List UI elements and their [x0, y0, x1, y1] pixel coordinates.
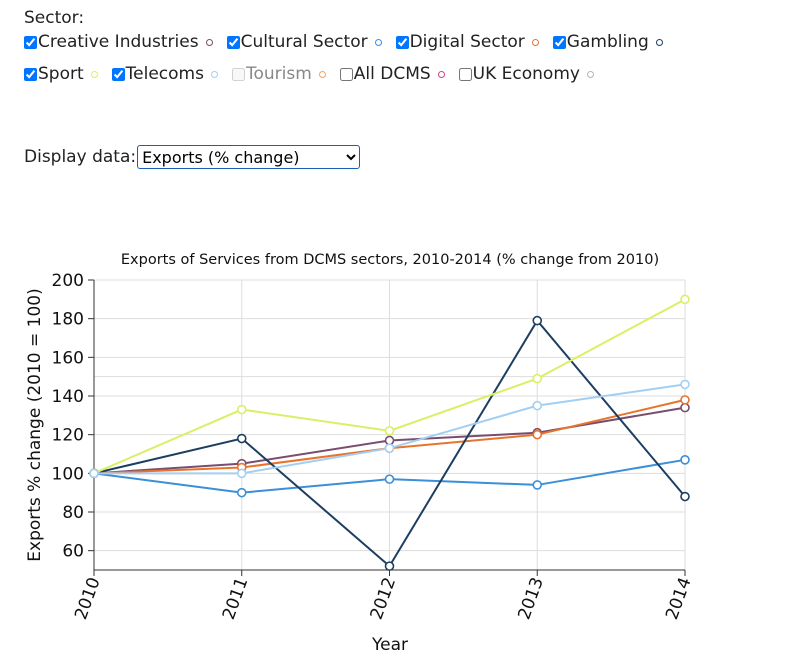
checkbox-tourism[interactable]: [231, 67, 245, 81]
x-tick-label: 2014: [662, 575, 696, 622]
exports-line-chart: Exports of Services from DCMS sectors, 2…: [25, 252, 696, 655]
data-point-cultural-sector[interactable]: [384, 474, 395, 484]
y-tick-label: 60: [62, 542, 84, 562]
chart-title: Exports of Services from DCMS sectors, 2…: [121, 252, 659, 268]
legend-marker-icon: [531, 38, 539, 46]
data-point-gambling[interactable]: [532, 315, 543, 326]
data-point-digital-sector[interactable]: [680, 395, 690, 405]
y-axis-title: Exports % change (2010 = 100): [25, 288, 45, 561]
y-tick-label: 100: [52, 464, 84, 484]
display-data-select[interactable]: Exports (% change): [137, 145, 361, 169]
data-point-gambling[interactable]: [680, 491, 690, 502]
data-point-telecoms[interactable]: [532, 400, 543, 411]
sector-checkbox-telecoms[interactable]: Telecoms: [111, 64, 218, 84]
checkbox-label-all-dcms: All DCMS: [353, 64, 431, 84]
y-tick-label: 160: [52, 348, 84, 368]
checkbox-telecoms[interactable]: [111, 67, 125, 81]
data-point-digital-sector[interactable]: [532, 429, 543, 440]
data-point-gambling[interactable]: [384, 561, 395, 571]
legend-marker-icon: [437, 70, 445, 78]
checkbox-label-uk-economy: UK Economy: [472, 64, 580, 84]
x-tick-label: 2011: [219, 575, 253, 622]
display-data-label: Display data:: [24, 147, 137, 167]
x-axis-title: Year: [371, 635, 408, 655]
legend-marker-icon: [586, 70, 594, 78]
data-point-gambling[interactable]: [236, 433, 247, 444]
checkbox-all-dcms[interactable]: [339, 67, 353, 81]
checkbox-sport[interactable]: [24, 67, 37, 81]
chart-series: [89, 294, 690, 571]
x-tick-label: 2010: [71, 575, 105, 622]
sector-checkbox-tourism[interactable]: Tourism: [231, 64, 326, 84]
checkbox-label-gambling: Gambling: [566, 32, 649, 52]
checkbox-digital-sector[interactable]: [395, 35, 409, 49]
sector-checkbox-sport[interactable]: Sport: [24, 64, 98, 84]
data-point-sport[interactable]: [236, 404, 247, 415]
data-point-sport[interactable]: [532, 373, 543, 384]
checkbox-gambling[interactable]: [552, 35, 566, 49]
data-point-cultural-sector[interactable]: [680, 455, 690, 465]
sector-checkbox-digital-sector[interactable]: Digital Sector: [395, 32, 539, 52]
y-tick-label: 180: [52, 310, 84, 330]
legend-marker-icon: [90, 70, 98, 78]
chart-grid: [93, 279, 686, 570]
checkbox-uk-economy[interactable]: [458, 67, 472, 81]
legend-marker-icon: [374, 38, 382, 46]
x-tick-label: 2013: [514, 575, 548, 622]
data-point-telecoms[interactable]: [89, 468, 99, 479]
sector-checkbox-uk-economy[interactable]: UK Economy: [458, 64, 594, 84]
data-point-cultural-sector[interactable]: [236, 487, 247, 498]
data-point-cultural-sector[interactable]: [532, 480, 543, 490]
data-point-sport[interactable]: [384, 426, 395, 436]
checkbox-label-creative-industries: Creative Industries: [38, 32, 199, 52]
legend-marker-icon: [210, 70, 218, 78]
legend-marker-icon: [655, 38, 663, 46]
legend-marker-icon: [205, 38, 213, 46]
display-data-row: Display data: Exports (% change): [24, 145, 361, 169]
series-telecoms: [89, 379, 690, 479]
checkbox-label-sport: Sport: [38, 64, 84, 84]
data-point-creative-industries[interactable]: [384, 435, 395, 446]
checkbox-cultural-sector[interactable]: [226, 35, 240, 49]
checkbox-creative-industries[interactable]: [24, 35, 37, 49]
data-point-telecoms[interactable]: [680, 379, 690, 390]
y-tick-label: 200: [52, 271, 84, 291]
chart-axes: 60 80 100 120 140 160 180 200 2010 2011 2012 2013 20…: [52, 271, 696, 622]
checkbox-label-telecoms: Telecoms: [125, 64, 204, 84]
sector-checkbox-creative-industries[interactable]: Creative Industries: [24, 32, 213, 52]
checkbox-label-cultural-sector: Cultural Sector: [240, 32, 368, 52]
sector-checkbox-all-dcms[interactable]: All DCMS: [339, 64, 445, 84]
checkbox-label-tourism: Tourism: [245, 64, 312, 84]
sector-checkbox-cultural-sector[interactable]: Cultural Sector: [226, 32, 382, 52]
sector-label: Sector:: [24, 8, 85, 28]
y-tick-label: 80: [62, 503, 84, 523]
sector-checkbox-gambling[interactable]: Gambling: [552, 32, 663, 52]
sector-checkbox-list: Creative Industries Cultural Sector Digita…: [24, 32, 744, 84]
sector-controls: Sector: Creative Industries Cultural Sect…: [24, 8, 744, 84]
y-tick-label: 140: [52, 387, 84, 407]
data-point-sport[interactable]: [680, 294, 690, 305]
x-tick-label: 2012: [367, 575, 401, 622]
checkbox-label-digital-sector: Digital Sector: [409, 32, 525, 52]
data-point-creative-industries[interactable]: [680, 402, 690, 413]
data-point-telecoms[interactable]: [384, 443, 395, 453]
y-tick-label: 120: [52, 426, 84, 446]
legend-marker-icon: [318, 70, 326, 78]
data-point-telecoms[interactable]: [236, 468, 247, 479]
